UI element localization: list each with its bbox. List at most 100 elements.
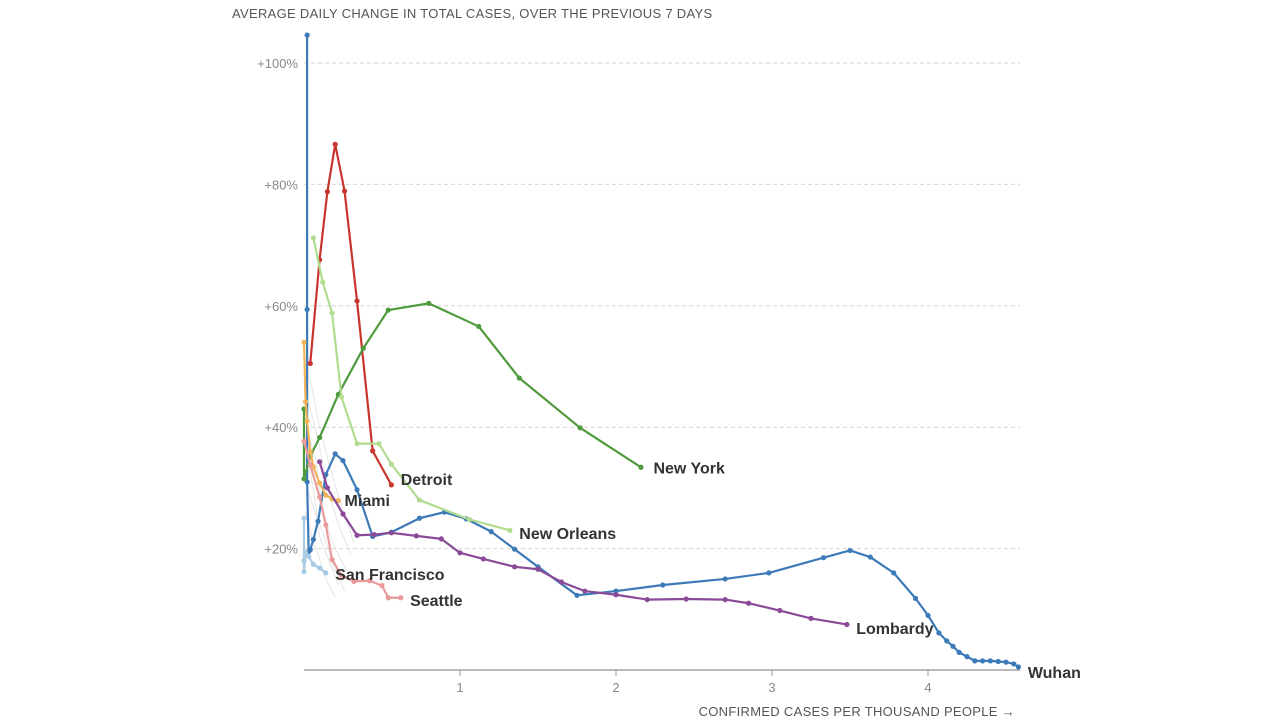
series-detroit: [307, 141, 394, 488]
data-point: [388, 530, 394, 536]
data-point: [323, 492, 329, 498]
data-point: [307, 448, 313, 455]
data-point: [511, 546, 518, 552]
data-point: [438, 536, 444, 542]
data-point: [302, 550, 309, 556]
y-tick-label: +40%: [264, 420, 298, 435]
data-point: [301, 515, 307, 521]
data-point: [317, 480, 323, 486]
data-point: [317, 565, 323, 571]
data-point: [332, 451, 338, 457]
data-point: [582, 588, 588, 594]
data-point: [912, 595, 919, 601]
data-point: [398, 595, 404, 601]
background-trajectory: [306, 487, 346, 592]
data-point: [370, 448, 376, 454]
data-point: [310, 235, 316, 241]
label-san-francisco: San Francisco: [335, 567, 445, 584]
data-point: [371, 532, 377, 538]
data-point: [360, 345, 366, 351]
data-point: [340, 511, 346, 517]
data-point: [950, 643, 956, 649]
data-point: [416, 515, 423, 521]
data-point: [341, 188, 348, 194]
data-point: [480, 556, 486, 562]
data-point: [660, 582, 666, 588]
background-trajectory: [305, 451, 339, 586]
series-seattle: [301, 438, 404, 601]
series-san-francisco: [301, 515, 329, 576]
data-point: [574, 592, 580, 598]
data-point: [338, 572, 345, 578]
data-point: [379, 583, 385, 589]
data-point: [304, 32, 310, 38]
series-new-orleans: [310, 235, 513, 533]
data-point: [315, 518, 321, 524]
data-point: [766, 570, 772, 576]
x-axis-title: CONFIRMED CASES PER THOUSAND PEOPLE →: [699, 704, 1015, 719]
data-point: [987, 658, 994, 664]
y-tick-label: +100%: [257, 56, 298, 71]
data-point: [320, 279, 326, 285]
data-point: [476, 323, 482, 330]
data-point: [354, 440, 360, 447]
data-point: [354, 298, 360, 304]
data-point: [324, 485, 330, 491]
data-point: [317, 434, 323, 441]
data-point: [516, 375, 522, 381]
data-point: [376, 440, 382, 447]
data-point: [511, 564, 518, 570]
data-point: [746, 600, 752, 606]
data-point: [956, 649, 962, 655]
data-point: [338, 394, 345, 400]
x-tick-label: 2: [612, 680, 619, 695]
data-point: [351, 578, 357, 584]
series-line-detroit: [309, 143, 393, 486]
x-tick-label: 3: [768, 680, 775, 695]
data-point: [307, 547, 313, 553]
data-point: [683, 596, 689, 602]
data-point: [354, 487, 360, 493]
label-lombardy: Lombardy: [856, 621, 933, 638]
data-point: [306, 553, 312, 560]
series-miami: [301, 339, 341, 504]
label-new-york: New York: [653, 460, 725, 477]
data-point: [385, 595, 391, 601]
data-point: [980, 658, 986, 664]
series-line-new-orleans: [312, 236, 512, 532]
data-point: [613, 592, 619, 598]
data-point: [385, 307, 391, 313]
data-point: [416, 497, 423, 503]
data-point: [535, 566, 541, 572]
data-point: [310, 536, 316, 543]
data-point: [301, 569, 307, 575]
label-wuhan: Wuhan: [1028, 665, 1081, 682]
y-tick-label: +80%: [264, 177, 298, 192]
data-point: [302, 399, 309, 405]
data-point: [644, 596, 650, 603]
data-point: [329, 310, 335, 316]
data-point: [1011, 661, 1017, 667]
data-point: [388, 461, 394, 467]
data-point: [332, 141, 338, 147]
label-new-orleans: New Orleans: [519, 526, 616, 543]
data-point: [413, 533, 419, 539]
data-point: [301, 558, 307, 564]
data-point: [323, 570, 329, 576]
x-tick-label: 1: [456, 680, 463, 695]
series-line-new-york: [302, 302, 643, 480]
x-tick-label: 4: [924, 680, 931, 695]
x-axis-ticks: 1 2 3 4: [456, 670, 932, 695]
data-point: [317, 459, 323, 465]
data-point: [844, 621, 850, 628]
label-miami: Miami: [345, 493, 390, 510]
data-point: [891, 570, 897, 576]
series-labels: Wuhan Detroit New York New Orleans Miami San …: [335, 460, 1081, 682]
data-point: [329, 556, 335, 563]
data-point: [1003, 659, 1009, 665]
chart-title: AVERAGE DAILY CHANGE IN TOTAL CASES, OVE…: [232, 6, 712, 21]
data-point: [457, 550, 463, 556]
data-point: [936, 630, 942, 636]
data-point: [613, 588, 619, 594]
